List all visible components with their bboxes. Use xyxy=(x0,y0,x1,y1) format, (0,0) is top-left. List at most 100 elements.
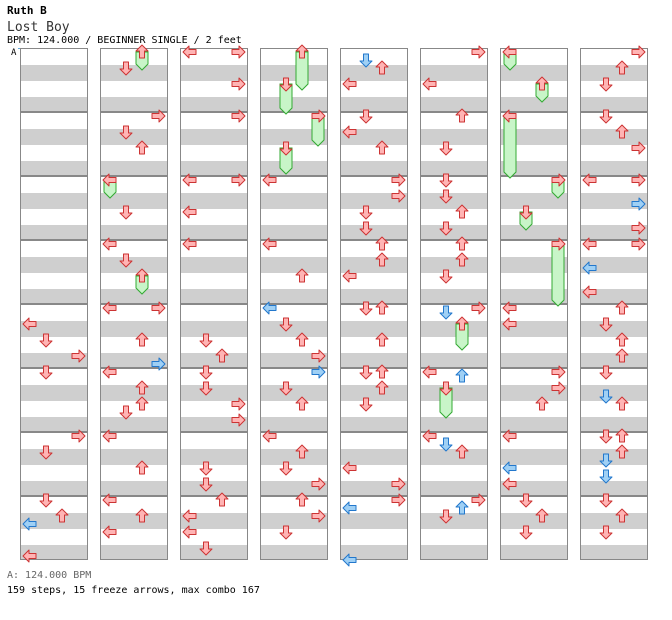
notes-layer xyxy=(502,45,566,540)
up-arrow-icon xyxy=(135,140,149,155)
notes-layer xyxy=(22,317,86,563)
right-arrow-icon xyxy=(471,45,486,59)
left-arrow-icon xyxy=(422,365,437,379)
measure xyxy=(420,304,488,368)
down-arrow-icon xyxy=(39,493,53,508)
left-arrow-icon xyxy=(262,429,277,443)
measure xyxy=(500,304,568,368)
up-arrow-icon xyxy=(295,44,309,59)
left-arrow-icon xyxy=(182,525,197,539)
notes-layer xyxy=(342,53,406,567)
right-arrow-icon xyxy=(391,493,406,507)
up-arrow-icon xyxy=(375,380,389,395)
measure xyxy=(20,176,88,240)
up-arrow-icon xyxy=(375,236,389,251)
notes-layer xyxy=(102,44,166,539)
up-arrow-icon xyxy=(135,332,149,347)
down-arrow-icon xyxy=(119,253,133,268)
down-arrow-icon xyxy=(439,305,453,320)
right-arrow-icon xyxy=(311,109,326,123)
up-arrow-icon xyxy=(455,444,469,459)
up-arrow-icon xyxy=(455,204,469,219)
up-arrow-icon xyxy=(375,252,389,267)
measure xyxy=(20,240,88,304)
left-arrow-icon xyxy=(102,237,117,251)
measure xyxy=(180,48,248,112)
measure xyxy=(340,112,408,176)
left-arrow-icon xyxy=(22,517,37,531)
left-arrow-icon xyxy=(342,461,357,475)
right-arrow-icon xyxy=(71,349,86,363)
measure xyxy=(580,48,648,112)
down-arrow-icon xyxy=(279,317,293,332)
right-arrow-icon xyxy=(231,173,246,187)
up-arrow-icon xyxy=(455,108,469,123)
up-arrow-icon xyxy=(375,332,389,347)
left-arrow-icon xyxy=(582,173,597,187)
down-arrow-icon xyxy=(439,221,453,236)
up-arrow-icon xyxy=(615,396,629,411)
down-arrow-icon xyxy=(199,541,213,556)
down-arrow-icon xyxy=(439,381,453,396)
up-arrow-icon xyxy=(135,508,149,523)
up-arrow-icon xyxy=(135,268,149,283)
up-arrow-icon xyxy=(295,396,309,411)
measure xyxy=(340,432,408,496)
measure xyxy=(100,240,168,304)
right-arrow-icon xyxy=(231,413,246,427)
right-arrow-icon xyxy=(471,301,486,315)
left-arrow-icon xyxy=(102,493,117,507)
measure xyxy=(340,48,408,112)
right-arrow-icon xyxy=(631,197,646,211)
measure xyxy=(180,304,248,368)
up-arrow-icon xyxy=(295,332,309,347)
down-arrow-icon xyxy=(119,125,133,140)
measure xyxy=(340,176,408,240)
right-arrow-icon xyxy=(231,397,246,411)
chart-column-5 xyxy=(340,48,408,567)
left-arrow-icon xyxy=(102,365,117,379)
up-arrow-icon xyxy=(535,508,549,523)
left-arrow-icon xyxy=(342,501,357,515)
up-arrow-icon xyxy=(455,500,469,515)
right-arrow-icon xyxy=(311,477,326,491)
measure xyxy=(100,368,168,432)
up-arrow-icon xyxy=(455,316,469,331)
down-arrow-icon xyxy=(519,493,533,508)
up-arrow-icon xyxy=(615,332,629,347)
freeze-arrow-tail xyxy=(311,115,325,147)
up-arrow-icon xyxy=(615,300,629,315)
left-arrow-icon xyxy=(102,301,117,315)
left-arrow-icon xyxy=(422,429,437,443)
up-arrow-icon xyxy=(135,44,149,59)
down-arrow-icon xyxy=(199,381,213,396)
measure xyxy=(100,304,168,368)
down-arrow-icon xyxy=(599,453,613,468)
left-arrow-icon xyxy=(582,261,597,275)
left-arrow-icon xyxy=(262,173,277,187)
right-arrow-icon xyxy=(551,173,566,187)
notes-layer xyxy=(182,45,246,556)
up-arrow-icon xyxy=(455,368,469,383)
chart-column-6 xyxy=(420,45,488,560)
left-arrow-icon xyxy=(182,45,197,59)
measure xyxy=(100,496,168,560)
bpm-marker-label: A xyxy=(11,48,17,58)
left-arrow-icon xyxy=(582,285,597,299)
left-arrow-icon xyxy=(102,429,117,443)
down-arrow-icon xyxy=(439,189,453,204)
measure xyxy=(260,240,328,304)
down-arrow-icon xyxy=(439,509,453,524)
up-arrow-icon xyxy=(375,300,389,315)
up-arrow-icon xyxy=(55,508,69,523)
freeze-arrow-tail xyxy=(551,243,565,307)
down-arrow-icon xyxy=(279,77,293,92)
down-arrow-icon xyxy=(119,205,133,220)
measure xyxy=(100,432,168,496)
down-arrow-icon xyxy=(119,405,133,420)
left-arrow-icon xyxy=(342,269,357,283)
down-arrow-icon xyxy=(279,141,293,156)
chart-column-4 xyxy=(260,44,328,560)
freeze-arrow-tail xyxy=(503,115,517,179)
up-arrow-icon xyxy=(455,236,469,251)
